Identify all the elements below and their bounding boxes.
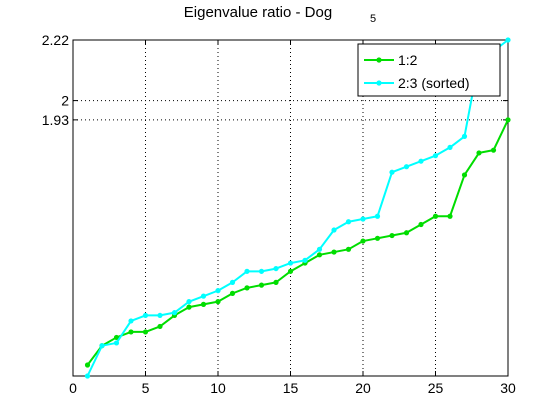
data-point-series-2: [99, 343, 105, 349]
data-point-series-1: [142, 329, 149, 335]
chart-title: Eigenvalue ratio - Dog: [184, 4, 332, 21]
x-tick-label: 15: [283, 380, 299, 396]
data-point-series-2: [171, 310, 178, 316]
data-point-series-2: [186, 299, 192, 305]
x-tick-label: 30: [500, 380, 516, 396]
data-point-series-1: [461, 172, 468, 178]
x-tick-label: 20: [355, 380, 371, 396]
legend-label-series-1: 1:2: [398, 52, 418, 68]
data-point-series-1: [229, 290, 236, 296]
data-point-series-2: [461, 133, 468, 139]
series-lines: [84, 37, 511, 379]
data-point-series-1: [418, 221, 424, 228]
data-point-series-2: [128, 318, 134, 324]
data-point-series-2: [258, 268, 265, 274]
data-point-series-1: [84, 362, 91, 368]
data-point-series-1: [389, 232, 395, 239]
data-point-series-2: [84, 373, 91, 379]
data-point-series-2: [403, 164, 410, 170]
data-point-series-2: [142, 312, 149, 319]
data-point-series-1: [331, 249, 337, 255]
data-point-series-1: [476, 150, 482, 156]
data-point-series-1: [403, 230, 410, 236]
data-point-series-2: [200, 293, 207, 299]
legend-box: [357, 43, 501, 97]
chart-title-subscript: 5: [370, 13, 376, 25]
data-point-series-1: [186, 304, 192, 310]
y-tick-label: 2.22: [42, 32, 69, 48]
axis-ticks: 0 5 10 15 20 25 30 1.93 2 2.22: [42, 32, 516, 396]
data-point-series-2: [157, 312, 163, 319]
x-tick-label: 0: [69, 380, 77, 396]
legend-label-series-2: 2:3 (sorted): [398, 75, 470, 91]
data-point-series-1: [128, 329, 134, 335]
data-point-series-2: [229, 279, 236, 285]
data-point-series-1: [200, 301, 207, 307]
data-point-series-1: [447, 213, 453, 219]
data-point-series-2: [418, 158, 424, 164]
y-tick-label: 1.93: [42, 112, 69, 128]
data-point-series-2: [316, 246, 323, 252]
data-point-series-2: [331, 227, 337, 233]
y-tick-label: 2: [61, 93, 69, 109]
data-point-series-2: [389, 169, 395, 175]
data-point-series-1: [432, 213, 439, 219]
data-point-series-1: [374, 235, 381, 241]
x-tick-label: 10: [210, 380, 226, 396]
data-point-series-2: [287, 260, 294, 266]
data-point-series-2: [360, 216, 366, 222]
data-point-series-1: [345, 246, 352, 252]
data-point-series-2: [244, 268, 250, 274]
data-point-series-1: [287, 268, 294, 274]
data-point-series-2: [374, 213, 381, 219]
data-point-series-1: [113, 334, 120, 341]
legend-marker-series-2: [376, 80, 382, 86]
data-point-series-2: [215, 288, 221, 294]
data-point-series-2: [345, 219, 352, 225]
data-point-series-1: [360, 238, 366, 244]
data-point-series-2: [273, 265, 279, 272]
data-point-series-2: [113, 340, 120, 346]
data-point-series-1: [316, 252, 323, 258]
data-point-series-1: [505, 117, 511, 123]
x-tick-label: 5: [142, 380, 150, 396]
data-point-series-2: [447, 144, 453, 151]
data-point-series-2: [505, 37, 511, 43]
data-point-series-2: [302, 257, 308, 263]
legend-marker-series-1: [376, 57, 382, 63]
x-tick-label: 25: [428, 380, 444, 396]
data-point-series-1: [244, 285, 250, 291]
legend: 1:2 2:3 (sorted): [357, 43, 501, 97]
data-point-series-1: [273, 279, 279, 285]
data-point-series-1: [215, 299, 221, 305]
data-point-series-2: [432, 153, 439, 159]
data-point-series-1: [258, 282, 265, 288]
data-point-series-1: [490, 147, 497, 153]
data-point-series-1: [157, 323, 163, 330]
